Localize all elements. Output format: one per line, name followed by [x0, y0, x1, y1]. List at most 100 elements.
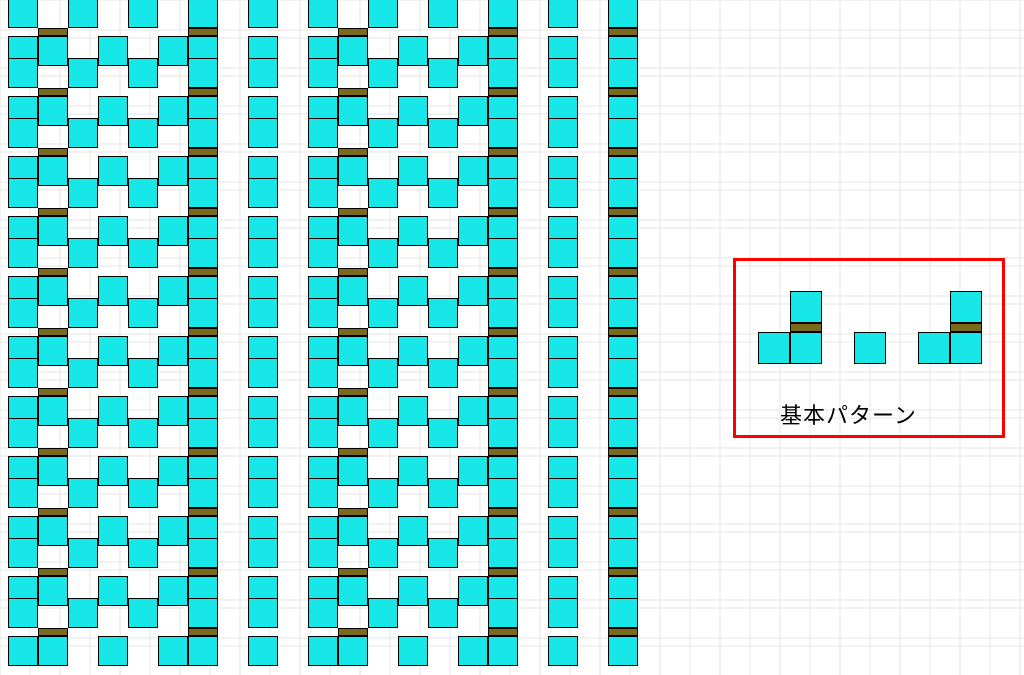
pattern-cell: [488, 358, 518, 388]
pattern-cell: [188, 118, 218, 148]
legend-cell: [790, 291, 822, 323]
pattern-cell: [428, 178, 458, 208]
pattern-cell: [248, 636, 278, 666]
pattern-cell: [488, 636, 518, 666]
pattern-cell: [488, 238, 518, 268]
pattern-cell: [548, 598, 578, 628]
pattern-cell: [428, 58, 458, 88]
pattern-band: [188, 268, 218, 276]
pattern-cell: [128, 178, 158, 208]
pattern-cell: [398, 396, 428, 426]
pattern-cell: [458, 636, 488, 666]
pattern-cell: [338, 336, 368, 366]
pattern-band: [38, 448, 68, 456]
pattern-cell: [8, 178, 38, 208]
pattern-cell: [8, 538, 38, 568]
pattern-cell: [458, 216, 488, 246]
pattern-band: [188, 568, 218, 576]
pattern-band: [188, 328, 218, 336]
pattern-cell: [128, 538, 158, 568]
pattern-band: [188, 28, 218, 36]
pattern-band: [488, 448, 518, 456]
pattern-band: [488, 88, 518, 96]
pattern-cell: [338, 396, 368, 426]
pattern-cell: [608, 238, 638, 268]
pattern-cell: [608, 478, 638, 508]
pattern-cell: [428, 598, 458, 628]
pattern-cell: [368, 418, 398, 448]
pattern-cell: [38, 456, 68, 486]
pattern-cell: [128, 0, 158, 28]
pattern-band: [188, 508, 218, 516]
pattern-band: [338, 628, 368, 636]
pattern-band: [608, 388, 638, 396]
pattern-band: [188, 88, 218, 96]
pattern-cell: [158, 36, 188, 66]
pattern-band: [338, 508, 368, 516]
pattern-cell: [128, 238, 158, 268]
pattern-cell: [98, 156, 128, 186]
pattern-cell: [98, 216, 128, 246]
pattern-cell: [188, 58, 218, 88]
pattern-band: [338, 208, 368, 216]
pattern-cell: [548, 418, 578, 448]
pattern-band: [488, 328, 518, 336]
pattern-cell: [338, 276, 368, 306]
pattern-band: [38, 568, 68, 576]
pattern-cell: [38, 156, 68, 186]
pattern-cell: [248, 238, 278, 268]
pattern-cell: [548, 238, 578, 268]
pattern-cell: [428, 118, 458, 148]
pattern-cell: [68, 118, 98, 148]
pattern-cell: [158, 156, 188, 186]
pattern-cell: [308, 298, 338, 328]
pattern-cell: [68, 58, 98, 88]
pattern-band: [608, 568, 638, 576]
pattern-cell: [368, 598, 398, 628]
pattern-band: [38, 268, 68, 276]
pattern-band: [488, 268, 518, 276]
legend-cell: [918, 332, 950, 364]
pattern-cell: [488, 418, 518, 448]
pattern-cell: [248, 358, 278, 388]
pattern-band: [608, 208, 638, 216]
pattern-band: [488, 508, 518, 516]
pattern-cell: [428, 538, 458, 568]
pattern-cell: [8, 358, 38, 388]
pattern-cell: [188, 358, 218, 388]
pattern-band: [188, 448, 218, 456]
pattern-cell: [368, 58, 398, 88]
legend-label: 基本パターン: [780, 398, 917, 430]
pattern-cell: [338, 36, 368, 66]
pattern-cell: [68, 0, 98, 28]
pattern-cell: [428, 418, 458, 448]
pattern-cell: [398, 336, 428, 366]
pattern-cell: [68, 298, 98, 328]
pattern-band: [608, 328, 638, 336]
pattern-cell: [398, 156, 428, 186]
pattern-band: [38, 388, 68, 396]
pattern-cell: [608, 118, 638, 148]
pattern-cell: [338, 216, 368, 246]
pattern-grid: [8, 0, 638, 658]
pattern-cell: [488, 178, 518, 208]
pattern-cell: [548, 118, 578, 148]
pattern-cell: [608, 418, 638, 448]
pattern-cell: [158, 576, 188, 606]
legend-cell: [950, 291, 982, 323]
pattern-cell: [338, 636, 368, 666]
pattern-cell: [488, 0, 518, 28]
pattern-cell: [128, 358, 158, 388]
pattern-cell: [608, 538, 638, 568]
pattern-cell: [8, 478, 38, 508]
pattern-cell: [158, 636, 188, 666]
pattern-band: [488, 28, 518, 36]
pattern-cell: [128, 598, 158, 628]
pattern-cell: [548, 58, 578, 88]
pattern-cell: [68, 598, 98, 628]
pattern-cell: [458, 156, 488, 186]
pattern-cell: [98, 336, 128, 366]
pattern-cell: [308, 538, 338, 568]
pattern-cell: [98, 516, 128, 546]
pattern-band: [188, 388, 218, 396]
